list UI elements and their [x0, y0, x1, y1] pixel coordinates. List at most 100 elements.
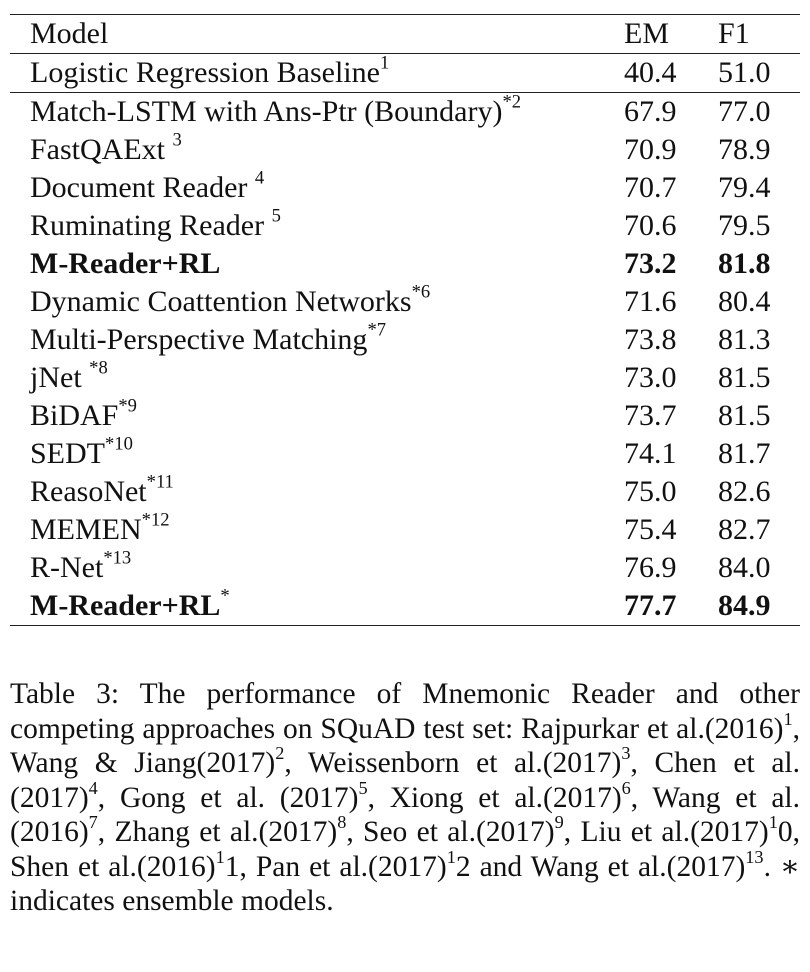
model-cell: Multi-Perspective Matching*7: [10, 321, 624, 359]
citation-marker: 5: [358, 777, 368, 798]
em-cell: 70.7: [624, 171, 677, 204]
model-name: M-Reader+RL: [30, 247, 221, 280]
footnote-marker: *9: [118, 395, 137, 417]
citation-marker: 1: [783, 708, 793, 729]
footnote-marker: *12: [141, 509, 170, 531]
model-cell: ReasoNet*11: [10, 473, 624, 511]
table-header-row: Model EM F1: [10, 14, 800, 54]
f1-cell: 81.7: [718, 437, 771, 470]
model-name: ReasoNet: [30, 475, 147, 508]
footnote-marker: *7: [367, 319, 387, 341]
em-cell: 77.7: [624, 589, 677, 622]
caption-text: , Wang & Jiang(2017): [10, 712, 800, 780]
header-f1: F1: [718, 17, 750, 50]
caption-text: . ∗ indicates ensemble models.: [10, 850, 800, 918]
f1-cell: 84.0: [718, 551, 771, 584]
f1-cell: 82.6: [718, 475, 771, 508]
results-table: Model EM F1 Logistic Regression Baseline…: [10, 14, 800, 626]
caption-text: , Xiong et al.(2017): [367, 781, 622, 814]
model-cell: BiDAF*9: [10, 397, 624, 435]
em-cell: 70.6: [624, 209, 677, 242]
model-name: jNet: [30, 361, 90, 394]
table-row: Ruminating Reader 5 70.6 79.5: [10, 207, 800, 245]
model-name: SEDT: [30, 437, 105, 470]
table-row: SEDT*10 74.1 81.7: [10, 435, 800, 473]
table-row: Document Reader 4 70.7 79.4: [10, 169, 800, 207]
f1-cell: 81.5: [718, 399, 771, 432]
footnote-marker: *10: [105, 433, 133, 455]
f1-cell: 81.8: [718, 247, 771, 280]
table-row-highlight: M-Reader+RL* 77.7 84.9: [10, 587, 800, 626]
model-name: MEMEN: [30, 513, 142, 546]
f1-cell: 80.4: [718, 285, 771, 318]
em-cell: 40.4: [624, 56, 677, 89]
model-cell: FastQAExt 3: [10, 131, 624, 169]
citation-marker: 3: [621, 742, 631, 763]
table-row: Match-LSTM with Ans-Ptr (Boundary)*2 67.…: [10, 93, 800, 132]
caption-text: Table 3: The performance of Mnemonic Rea…: [10, 678, 800, 745]
em-cell: 70.9: [624, 133, 677, 166]
em-cell: 73.8: [624, 323, 677, 356]
table-row: ReasoNet*11 75.0 82.6: [10, 473, 800, 511]
model-name: Document Reader: [30, 171, 255, 204]
footnote-marker: *13: [103, 547, 132, 569]
f1-cell: 81.5: [718, 361, 771, 394]
em-cell: 67.9: [624, 95, 677, 128]
citation-marker: 2: [275, 742, 285, 763]
table-row: Dynamic Coattention Networks*6 71.6 80.4: [10, 283, 800, 321]
caption-text: , Wang et al.(2016): [10, 781, 801, 849]
f1-cell: 51.0: [718, 56, 771, 89]
model-name: Dynamic Coattention Networks: [30, 285, 412, 318]
model-name: FastQAExt: [30, 133, 173, 166]
caption-text: 2 and Wang et al.(2017): [455, 850, 746, 883]
citation-marker: 1: [446, 846, 456, 867]
table-row: MEMEN*12 75.4 82.7: [10, 511, 800, 549]
model-cell: SEDT*10: [10, 435, 624, 473]
model-cell: Document Reader 4: [10, 169, 624, 207]
header-model: Model: [30, 17, 109, 50]
table-row: Logistic Regression Baseline1 40.4 51.0: [10, 54, 800, 93]
caption-text: , Liu et al.(2017): [563, 816, 769, 848]
table-row: Multi-Perspective Matching*7 73.8 81.3: [10, 321, 800, 359]
model-cell: M-Reader+RL: [10, 245, 624, 283]
em-cell: 75.0: [624, 475, 677, 508]
footnote-marker: *: [220, 585, 230, 607]
caption-text: , Chen et al.(2017): [10, 747, 800, 814]
model-cell: R-Net*13: [10, 549, 624, 587]
caption-text: 0, Shen et al.(2016): [10, 816, 800, 883]
f1-cell: 77.0: [718, 95, 771, 128]
model-name: Logistic Regression Baseline: [30, 56, 380, 89]
footnote-marker: 3: [172, 129, 182, 151]
table-row-highlight: M-Reader+RL 73.2 81.8: [10, 245, 800, 283]
footnote-marker: *2: [502, 91, 522, 113]
model-name: Ruminating Reader: [30, 209, 272, 242]
model-name: M-Reader+RL: [30, 589, 221, 622]
footnote-marker: 1: [379, 52, 390, 74]
header-em: EM: [624, 17, 669, 50]
footnote-marker: 5: [271, 205, 281, 227]
table-row: R-Net*13 76.9 84.0: [10, 549, 800, 587]
footnote-marker: 4: [254, 167, 265, 189]
model-name: Match-LSTM with Ans-Ptr (Boundary): [30, 95, 503, 128]
model-name: R-Net: [30, 551, 104, 584]
citation-marker: 7: [88, 811, 98, 832]
model-cell: Logistic Regression Baseline1: [10, 54, 624, 93]
em-cell: 73.0: [624, 361, 677, 394]
citation-marker: 1: [215, 846, 225, 867]
em-cell: 74.1: [624, 437, 677, 470]
caption-text: , Zhang et al.(2017): [97, 816, 338, 848]
model-cell: Match-LSTM with Ans-Ptr (Boundary)*2: [10, 93, 624, 132]
model-cell: Ruminating Reader 5: [10, 207, 624, 245]
f1-cell: 84.9: [718, 589, 771, 622]
caption-text: , Seo et al.(2017): [346, 816, 555, 848]
footnote-marker: *8: [89, 357, 108, 379]
f1-cell: 78.9: [718, 133, 771, 166]
f1-cell: 81.3: [718, 323, 771, 356]
model-cell: jNet *8: [10, 359, 624, 397]
em-cell: 75.4: [624, 513, 677, 546]
em-cell: 73.2: [624, 247, 677, 280]
model-cell: MEMEN*12: [10, 511, 624, 549]
citation-marker: 1: [768, 811, 778, 832]
citation-marker: 4: [88, 777, 98, 798]
